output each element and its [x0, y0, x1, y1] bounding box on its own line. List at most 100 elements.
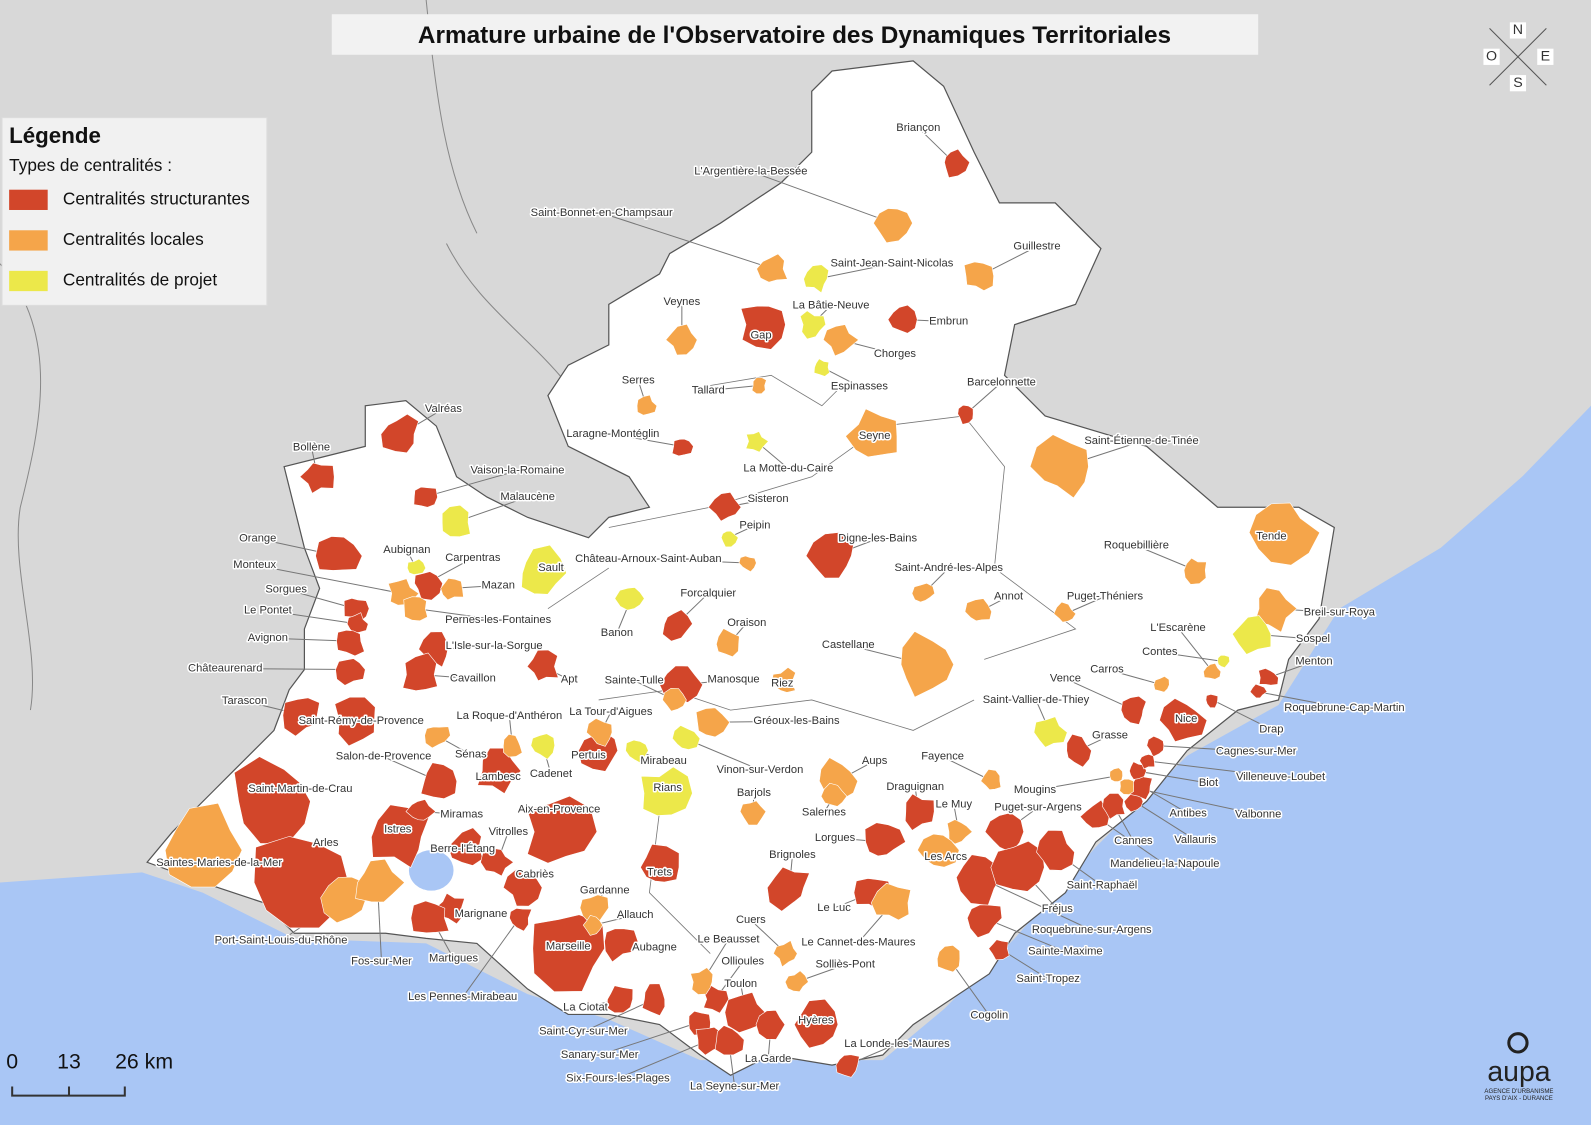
place-label: Grasse: [1092, 729, 1128, 741]
place-label: Annot: [994, 590, 1024, 602]
place-label: La Roque-d'Anthéron: [456, 710, 562, 722]
place-area: [714, 1025, 745, 1056]
place-area: [420, 762, 458, 799]
leader-line: [984, 917, 1066, 953]
leader-line: [1134, 800, 1196, 841]
place-label: Avignon: [248, 632, 288, 644]
place-area: [1102, 792, 1126, 820]
legend-swatch: [9, 230, 48, 251]
place-area: [355, 858, 405, 903]
place-label: La Londe-les-Maures: [844, 1038, 950, 1050]
place-area: [707, 491, 742, 522]
place-label: Cuers: [736, 914, 766, 926]
leader-line: [617, 1039, 711, 1079]
scale-label: 26 km: [115, 1050, 173, 1074]
place-label: Roquebrune-sur-Argens: [1032, 924, 1152, 936]
region-outline: [146, 60, 1335, 1076]
place-label: Embrun: [929, 316, 968, 328]
leader-line: [462, 917, 520, 998]
place-label: Biot: [1199, 777, 1219, 789]
leader-line: [267, 610, 358, 625]
place-label: Espinasses: [831, 380, 888, 392]
place-label: Malaucène: [500, 491, 555, 503]
place-area: [1231, 615, 1272, 655]
place-label: Gardanne: [580, 885, 630, 897]
place-area: [509, 908, 533, 932]
place-area: [1029, 434, 1089, 499]
place-area: [1120, 695, 1147, 725]
place-area: [636, 394, 658, 416]
place-label: Cavaillon: [450, 673, 496, 685]
place-area: [336, 629, 365, 657]
place-area: [755, 1009, 786, 1040]
place-label: Breil-sur-Roya: [1304, 607, 1376, 619]
leader-line: [583, 998, 655, 1033]
place-label: Sospel: [1296, 633, 1330, 645]
place-area: [406, 558, 427, 575]
place-label: Tallard: [692, 385, 725, 397]
place-area: [640, 766, 693, 816]
place-label: Miramas: [440, 809, 483, 821]
place-label: Le Luc: [817, 902, 851, 914]
place-area: [440, 578, 464, 601]
place-label: Cabriès: [516, 868, 555, 880]
place-label: Saint-Martin-de-Crau: [248, 783, 352, 795]
leader-line: [415, 608, 499, 621]
place-area: [521, 544, 567, 595]
place-label: Forcalquier: [680, 587, 736, 599]
place-area: [1053, 601, 1077, 623]
place-label: La Garde: [745, 1053, 792, 1065]
place-area: [405, 799, 437, 821]
place-area: [403, 596, 428, 622]
place-area: [1258, 668, 1279, 686]
place-label: Valbonne: [1235, 809, 1281, 821]
place-label: Digne-les-Bains: [838, 533, 917, 545]
place-area: [502, 868, 543, 907]
place-label: Pernes-les-Fontaines: [445, 614, 551, 626]
place-area: [335, 658, 366, 686]
place-area: [1254, 587, 1298, 633]
place-label: L'Escarène: [1150, 622, 1205, 634]
legend-swatch: [9, 270, 48, 292]
place-label: Nice: [1175, 713, 1197, 725]
place-label: Puget-Théniers: [1067, 590, 1144, 602]
place-label: Sorgues: [265, 583, 307, 595]
place-label: Sainte-Tulle: [605, 675, 664, 687]
place-label: Port-Saint-Louis-du-Rhône: [215, 934, 348, 946]
compass-south: S: [1513, 75, 1522, 91]
place-area: [887, 304, 918, 334]
leader-line: [1159, 651, 1223, 662]
place-area: [662, 609, 693, 642]
place-label: Saint-Étienne-de-Tinée: [1084, 434, 1198, 447]
place-label: Sault: [538, 562, 564, 574]
place-area: [402, 652, 438, 691]
logo-mark: [1507, 1032, 1529, 1054]
logo: aupa AGENCE D'URBANISME PAYS D'AIX - DUR…: [1484, 1032, 1553, 1102]
place-area: [966, 904, 1003, 938]
place-label: Saint-Raphaël: [1067, 880, 1138, 892]
place-label: Ollioules: [721, 956, 764, 968]
place-label: Manosque: [708, 674, 760, 686]
place-label: Aix-en-Provence: [518, 803, 600, 815]
place-area: [1109, 767, 1123, 782]
place-area: [720, 530, 739, 548]
place-area: [586, 718, 613, 747]
place-label: Saint-Tropez: [1016, 973, 1080, 985]
place-label: Mazan: [481, 579, 515, 591]
leader-line: [1156, 745, 1257, 753]
place-area: [164, 802, 243, 888]
place-area: [614, 587, 645, 611]
place-label: Bollène: [293, 441, 330, 453]
place-area: [299, 462, 335, 494]
place-label: La Bâtie-Neuve: [793, 299, 870, 311]
place-area: [503, 734, 523, 758]
logo-line: AGENCE D'URBANISME: [1484, 1088, 1553, 1095]
place-label: Aubagne: [632, 941, 677, 953]
compass-north: N: [1513, 22, 1523, 38]
place-label: Chorges: [874, 348, 917, 360]
place-label: Aups: [862, 755, 888, 767]
leader-line: [708, 384, 760, 392]
etang-de-berre: [408, 850, 454, 891]
place-label: Contes: [1142, 646, 1178, 658]
